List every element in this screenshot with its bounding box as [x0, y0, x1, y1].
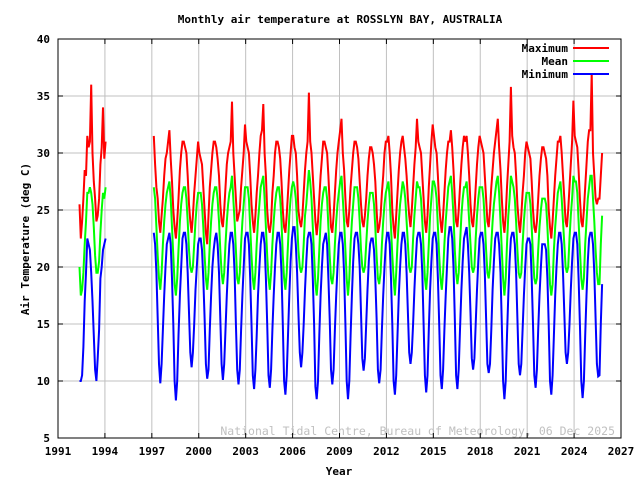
- legend-label-minimum: Minimum: [522, 68, 569, 81]
- x-tick-label: 2006: [279, 445, 306, 458]
- series-line-minimum-segment-2: [152, 226, 604, 401]
- y-tick-label: 25: [37, 204, 50, 217]
- y-tick-label: 15: [37, 318, 50, 331]
- legend-label-mean: Mean: [542, 55, 569, 68]
- series-line-maximum-segment-1: [78, 84, 107, 239]
- x-tick-label: 2018: [467, 445, 494, 458]
- y-tick-label: 30: [37, 147, 50, 160]
- x-tick-label: 2003: [232, 445, 259, 458]
- x-tick-label: 2009: [326, 445, 353, 458]
- series-line-minimum-segment-1: [79, 238, 107, 382]
- series-line-maximum-segment-2: [152, 73, 604, 245]
- watermark-credit: National Tidal Centre, Bureau of Meteoro…: [220, 424, 615, 438]
- y-axis-label: Air Temperature (deg C): [19, 163, 32, 315]
- x-tick-label: 2000: [186, 445, 213, 458]
- y-tick-label: 10: [37, 375, 50, 388]
- chart-title: Monthly air temperature at ROSSLYN BAY, …: [178, 13, 503, 26]
- x-tick-label: 2012: [373, 445, 400, 458]
- axis-ticks: 1991 1994 1997 2000 2003 2006 2009 2012 2015 2018…: [37, 33, 635, 458]
- y-tick-label: 5: [43, 432, 50, 445]
- legend: Maximum Mean Minimum: [522, 42, 609, 81]
- series-lines: [78, 73, 604, 401]
- legend-label-maximum: Maximum: [522, 42, 569, 55]
- x-tick-label: 2024: [561, 445, 588, 458]
- y-tick-label: 35: [37, 90, 50, 103]
- y-tick-label: 20: [37, 261, 50, 274]
- x-tick-label: 2021: [514, 445, 541, 458]
- series-line-mean-segment-1: [78, 186, 107, 296]
- x-tick-label: 2015: [420, 445, 447, 458]
- x-tick-label: 1997: [139, 445, 166, 458]
- x-tick-label: 1994: [92, 445, 119, 458]
- x-tick-label: 1991: [45, 445, 72, 458]
- x-axis-label: Year: [326, 465, 353, 478]
- series-line-mean-segment-2: [152, 169, 604, 296]
- y-tick-label: 40: [37, 33, 50, 46]
- x-tick-label: 2027: [608, 445, 635, 458]
